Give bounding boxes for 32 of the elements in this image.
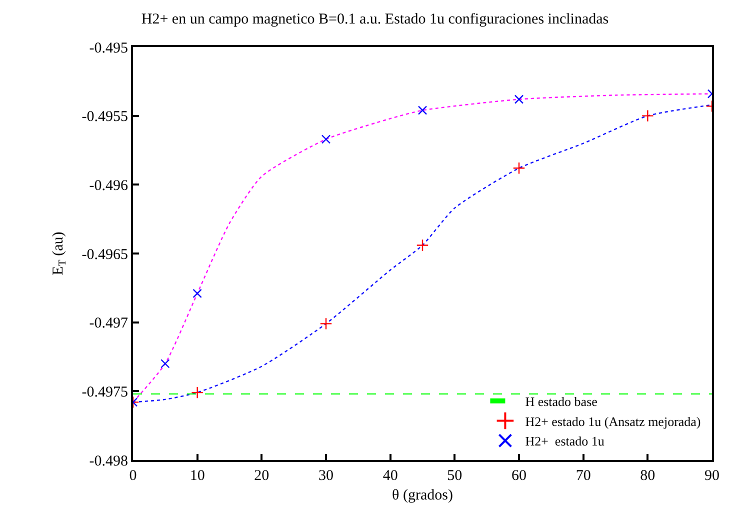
point bbox=[416, 239, 429, 252]
x-axis-title: θ (grados) bbox=[392, 488, 453, 504]
legend-label: H estado base bbox=[525, 394, 598, 409]
x-tick-label: 0 bbox=[129, 468, 137, 484]
y-tick-label: -0.496 bbox=[89, 178, 128, 194]
x-tick-label: 20 bbox=[254, 468, 270, 484]
point bbox=[512, 162, 526, 174]
y-tick-label: -0.4965 bbox=[82, 246, 128, 263]
x-tick-label: 40 bbox=[382, 468, 398, 484]
y-tick-label: -0.4955 bbox=[82, 109, 128, 126]
point bbox=[192, 288, 202, 298]
point bbox=[321, 134, 331, 144]
x-tick-label: 90 bbox=[704, 468, 720, 484]
x-tick-label: 60 bbox=[512, 468, 526, 484]
point bbox=[320, 318, 332, 330]
point bbox=[418, 106, 428, 115]
x-tick-label: 10 bbox=[190, 468, 205, 484]
point bbox=[514, 94, 524, 104]
y-tick-label: -0.497 bbox=[89, 316, 128, 332]
point bbox=[191, 386, 204, 399]
x-tick-label: 50 bbox=[447, 468, 462, 484]
legend-label: H2+ estado 1u (Ansatz mejorada) bbox=[525, 414, 701, 429]
x-tick-label: 30 bbox=[318, 468, 334, 484]
chart-title: H2+ en un campo magnetico B=0.1 a.u. Estado 1u configuraciones inclinadas bbox=[141, 11, 609, 28]
point bbox=[641, 110, 654, 122]
legend-label: H2+ estado 1u bbox=[525, 434, 605, 449]
x-tick-label: 70 bbox=[576, 468, 591, 484]
y-tick-label: -0.495 bbox=[89, 40, 128, 56]
point bbox=[160, 359, 170, 368]
y-tick-label: -0.4975 bbox=[82, 384, 128, 400]
x-tick-label: 80 bbox=[640, 468, 656, 484]
y-tick-label: -0.498 bbox=[89, 453, 128, 470]
